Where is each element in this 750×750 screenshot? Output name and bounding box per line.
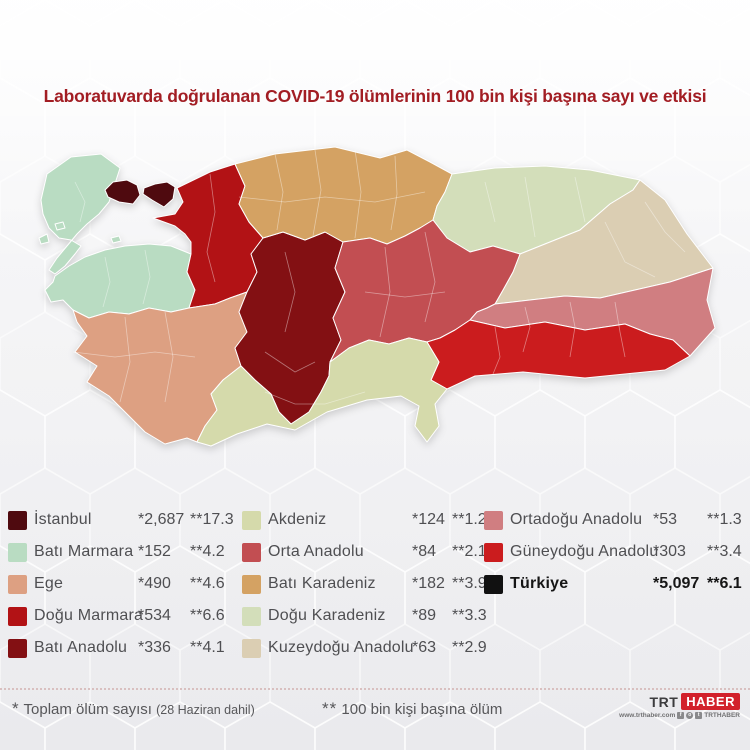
legend-deaths: *5,097	[653, 575, 700, 592]
legend-swatch-turkiye	[484, 574, 503, 594]
map-region-akdeniz	[196, 337, 448, 447]
legend-swatch-istanbul	[8, 510, 27, 530]
legend-rate: **6.1	[707, 575, 742, 592]
legend-deaths: *2,687	[138, 511, 185, 528]
double-asterisk-marker: **	[322, 699, 338, 718]
legend-row-ortadogu-anadolu: Ortadoğu Anadolu *53 **1.3	[484, 504, 746, 536]
legend-swatch-bati-anadolu	[8, 638, 27, 658]
trt-haber-logo: TRT HABER www.trthaber.com f o t TRTHABE…	[619, 693, 740, 719]
facebook-icon: f	[677, 712, 685, 719]
map-island-bozcaada	[54, 221, 66, 231]
twitter-icon: t	[695, 712, 703, 719]
social-handle: TRTHABER	[704, 712, 740, 719]
legend-swatch-dogu-karadeniz	[242, 606, 261, 626]
legend-row-akdeniz: Akdeniz *124 **1.2	[242, 504, 490, 536]
legend-swatch-ege	[8, 574, 27, 594]
legend-rate: **3.4	[707, 543, 742, 560]
province-boundaries	[72, 149, 686, 405]
brand-wordmark: TRT HABER	[619, 693, 740, 710]
legend-deaths: *53	[653, 511, 678, 528]
legend-row-bati-karadeniz: Batı Karadeniz *182 **3.9	[242, 568, 490, 600]
legend-label: İstanbul	[34, 511, 92, 528]
legend-swatch-bati-marmara	[8, 542, 27, 562]
legend-deaths: *303	[653, 543, 686, 560]
legend-deaths: *336	[138, 639, 171, 656]
legend-label: Batı Karadeniz	[268, 575, 376, 592]
footnote-text: 100 bin kişi başına ölüm	[341, 701, 503, 718]
legend-swatch-orta-anadolu	[242, 542, 261, 562]
map-region-bati-marmara-thrace	[40, 153, 121, 275]
legend-deaths: *84	[412, 543, 437, 560]
brand-subline: www.trthaber.com f o t TRTHABER	[619, 712, 740, 719]
page-title: Laboratuvarda doğrulanan COVID-19 ölümle…	[43, 86, 707, 106]
legend-row-guneydogu-anadolu: Güneydoğu Anadolu *303 **3.4	[484, 536, 746, 568]
legend-row-orta-anadolu: Orta Anadolu *84 **2.1	[242, 536, 490, 568]
legend-deaths: *152	[138, 543, 171, 560]
map-island-gokceada	[38, 233, 50, 245]
legend-column-2: Akdeniz *124 **1.2 Orta Anadolu *84 **2.…	[242, 504, 490, 664]
footnote-date-note: (28 Haziran dahil)	[156, 703, 255, 717]
footnote-total-deaths: * Toplam ölüm sayısı (28 Haziran dahil)	[12, 699, 255, 719]
map-island-marmara	[110, 235, 122, 244]
legend-label: Orta Anadolu	[268, 543, 364, 560]
legend-label: Batı Marmara	[34, 543, 134, 560]
legend-label: Türkiye	[510, 575, 569, 592]
legend-row-turkiye-total: Türkiye *5,097 **6.1	[484, 568, 746, 600]
legend-rate: **4.6	[190, 575, 225, 592]
legend-row-bati-marmara: Batı Marmara *152 **4.2	[8, 536, 238, 568]
map-region-istanbul-asian	[142, 181, 176, 208]
legend-rate: **4.1	[190, 639, 225, 656]
legend-row-kuzeydogu-anadolu: Kuzeydoğu Anadolu *63 **2.9	[242, 632, 490, 664]
footnote-per-100k: ** 100 bin kişi başına ölüm	[322, 699, 502, 719]
legend-column-3: Ortadoğu Anadolu *53 **1.3 Güneydoğu Ana…	[484, 504, 746, 600]
legend-rate: **1.2	[452, 511, 487, 528]
legend-rate: **1.3	[707, 511, 742, 528]
legend-label: Ege	[34, 575, 64, 592]
legend-deaths: *490	[138, 575, 171, 592]
footnote-text: Toplam ölüm sayısı	[23, 701, 152, 718]
legend-deaths: *63	[412, 639, 437, 656]
legend-swatch-akdeniz	[242, 510, 261, 530]
legend-swatch-guneydogu-anadolu	[484, 542, 503, 562]
legend-deaths: *182	[412, 575, 445, 592]
map-region-istanbul-european	[104, 179, 141, 205]
legend-rate: **17.3	[190, 511, 234, 528]
legend-rate: **6.6	[190, 607, 225, 624]
legend-label: Kuzeydoğu Anadolu	[268, 639, 414, 656]
legend-deaths: *534	[138, 607, 171, 624]
legend-label: Doğu Marmara	[34, 607, 144, 624]
legend-label: Akdeniz	[268, 511, 327, 528]
legend-row-istanbul: İstanbul *2,687 **17.3	[8, 504, 238, 536]
legend-label: Doğu Karadeniz	[268, 607, 386, 624]
footer-dotted-divider	[0, 688, 750, 690]
haber-logo-badge: HABER	[681, 693, 740, 710]
legend-row-dogu-marmara: Doğu Marmara *534 **6.6	[8, 600, 238, 632]
legend-label: Ortadoğu Anadolu	[510, 511, 643, 528]
legend-deaths: *124	[412, 511, 445, 528]
legend-row-bati-anadolu: Batı Anadolu *336 **4.1	[8, 632, 238, 664]
legend-rate: **2.1	[452, 543, 487, 560]
website-url: www.trthaber.com	[619, 712, 676, 719]
legend-row-ege: Ege *490 **4.6	[8, 568, 238, 600]
legend-deaths: *89	[412, 607, 437, 624]
legend-rate: **3.3	[452, 607, 487, 624]
legend-swatch-kuzeydogu-anadolu	[242, 638, 261, 658]
asterisk-marker: *	[12, 699, 20, 718]
legend-rate: **2.9	[452, 639, 487, 656]
legend-label: Batı Anadolu	[34, 639, 128, 656]
legend-label: Güneydoğu Anadolu	[510, 543, 659, 560]
legend-row-dogu-karadeniz: Doğu Karadeniz *89 **3.3	[242, 600, 490, 632]
legend-rate: **4.2	[190, 543, 225, 560]
turkey-choropleth-map	[38, 146, 716, 447]
instagram-icon: o	[686, 712, 694, 719]
map-regions	[38, 146, 716, 447]
trt-logo-text: TRT	[649, 693, 679, 710]
legend-column-1: İstanbul *2,687 **17.3 Batı Marmara *152…	[8, 504, 238, 664]
legend-swatch-dogu-marmara	[8, 606, 27, 626]
legend-swatch-ortadogu-anadolu	[484, 510, 503, 530]
legend-swatch-bati-karadeniz	[242, 574, 261, 594]
legend-rate: **3.9	[452, 575, 487, 592]
